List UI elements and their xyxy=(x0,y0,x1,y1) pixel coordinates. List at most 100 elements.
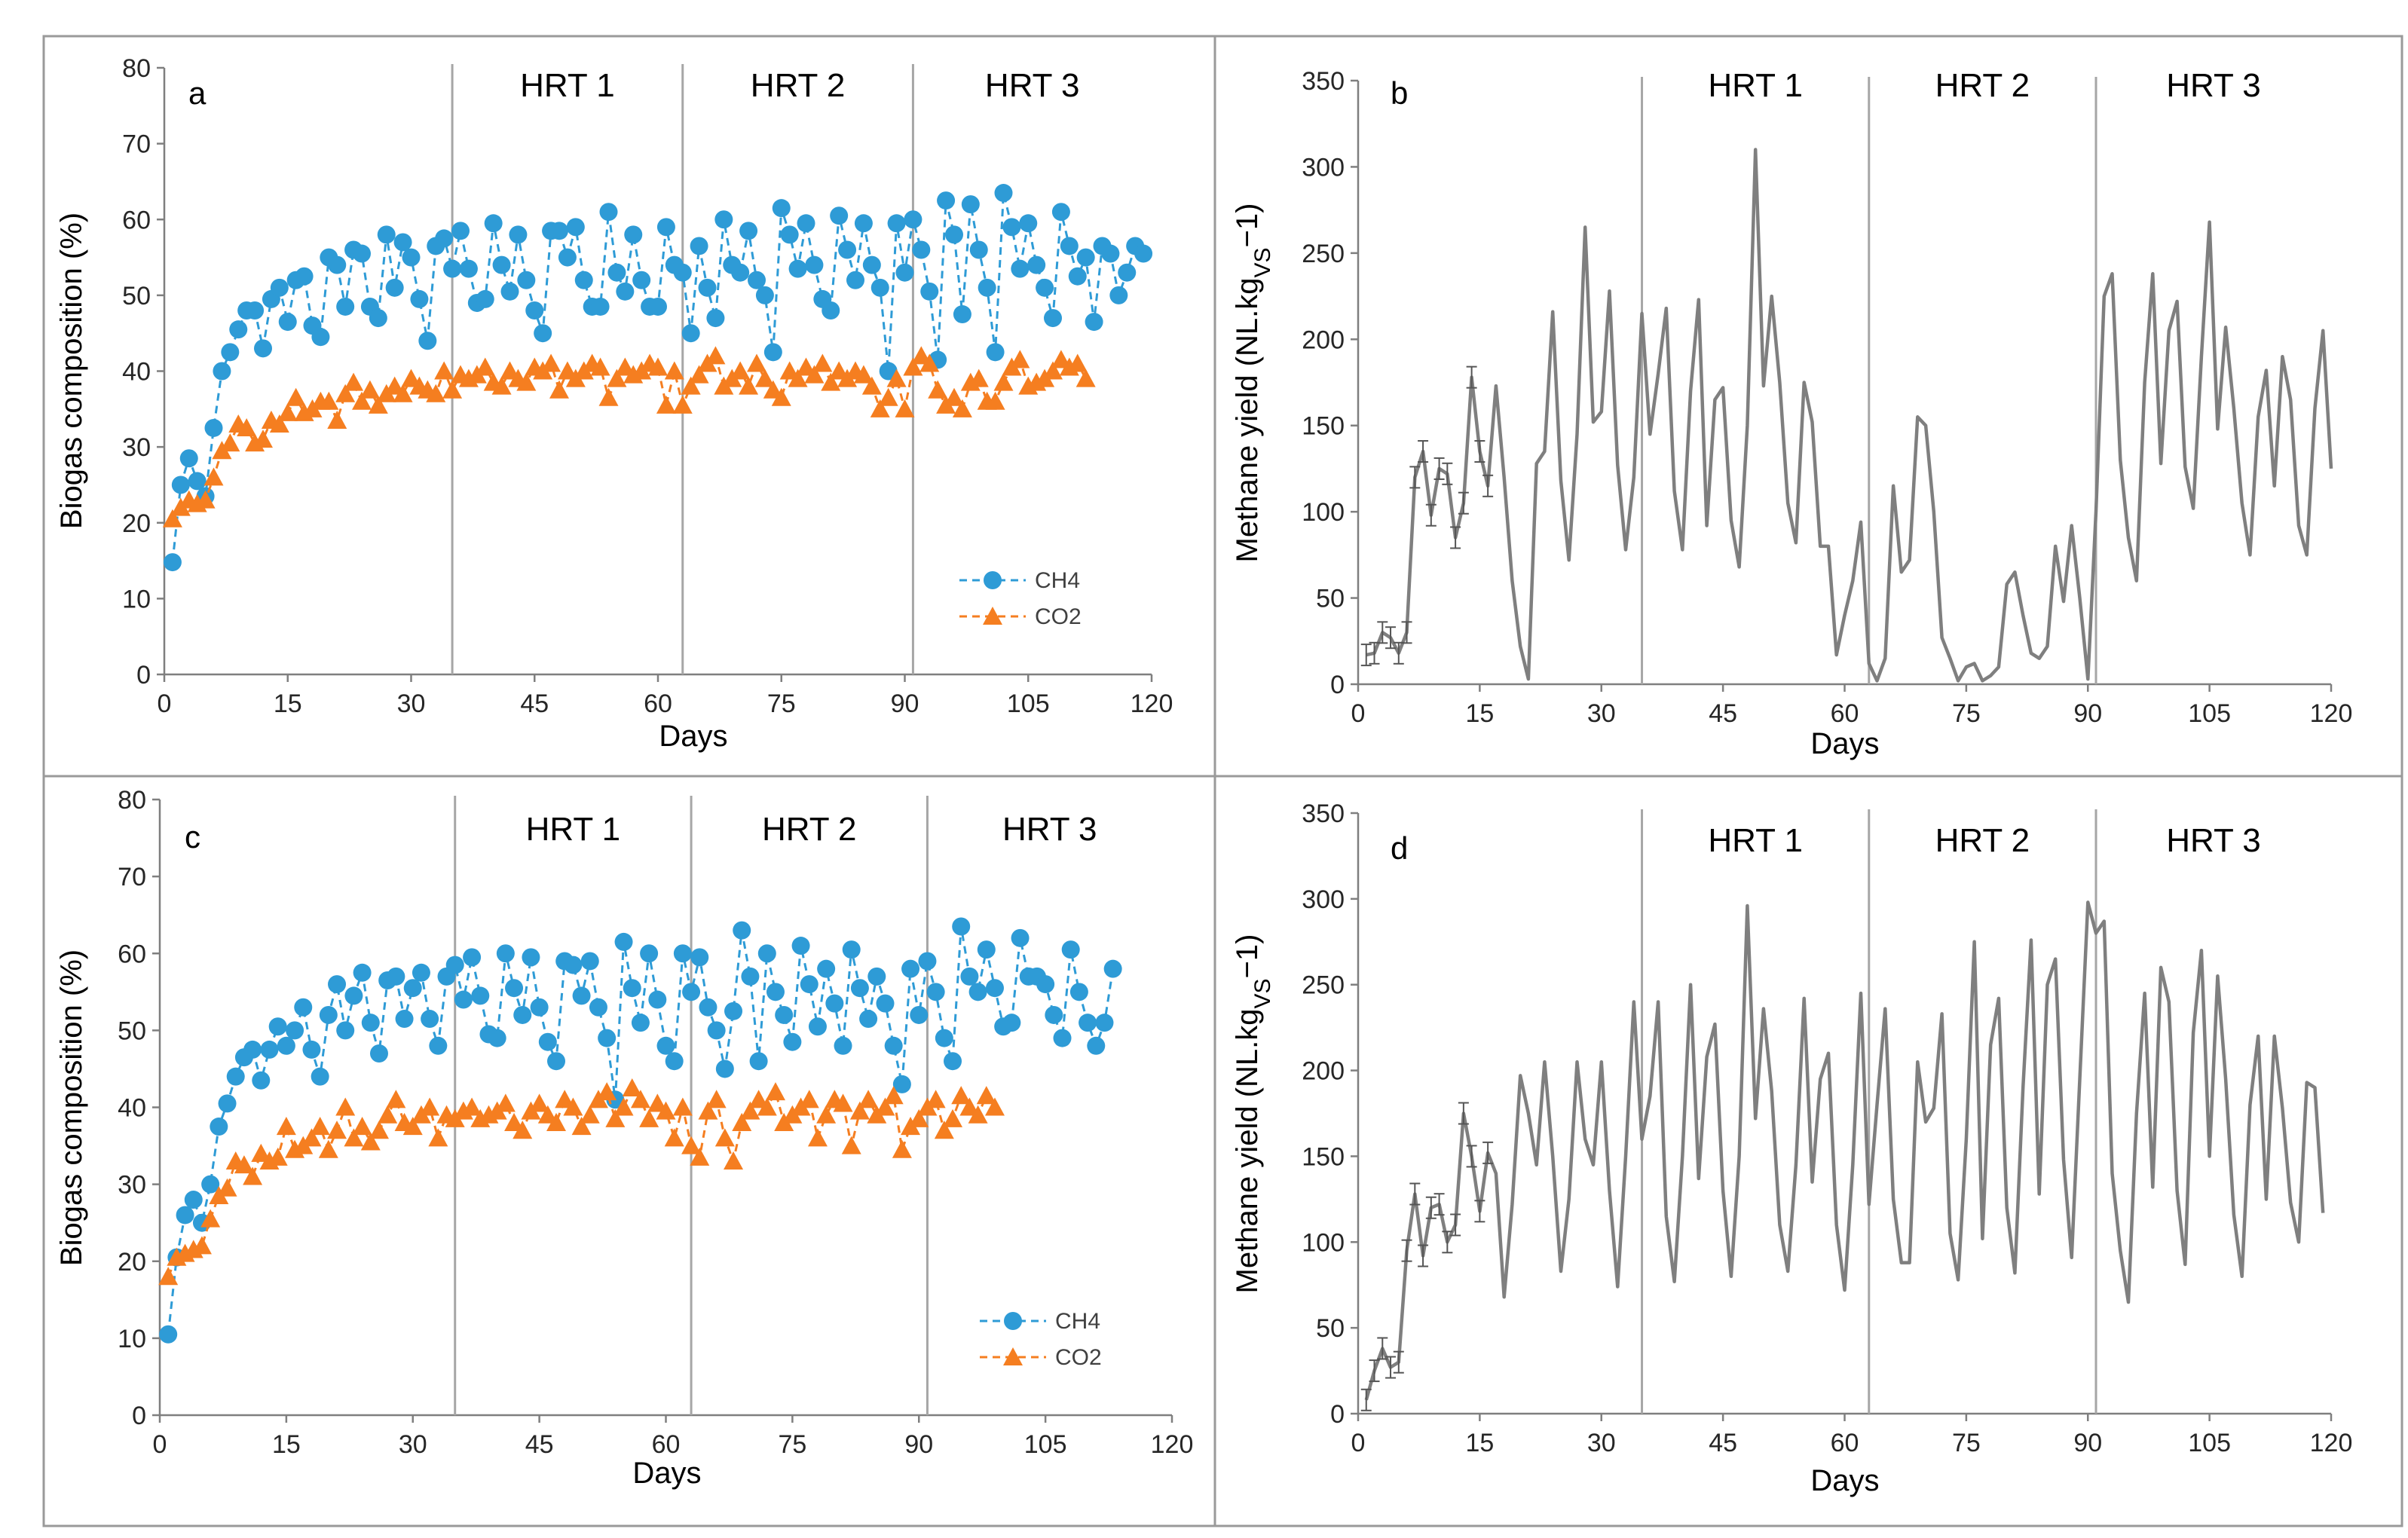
data-point-co2 xyxy=(335,1097,356,1116)
legend-marker xyxy=(1003,1347,1023,1366)
x-tick-label: 30 xyxy=(1587,699,1616,728)
data-point-co2 xyxy=(220,433,240,452)
legend-label: CH4 xyxy=(1035,568,1080,593)
y-tick-label: 50 xyxy=(1316,1314,1345,1343)
data-point-co2 xyxy=(237,417,257,437)
y-tick-label: 0 xyxy=(132,1402,146,1430)
data-point-ch4 xyxy=(748,271,766,289)
data-point-co2 xyxy=(203,467,224,486)
data-point-ch4 xyxy=(525,301,544,320)
x-tick-label: 60 xyxy=(644,690,672,718)
data-point-co2 xyxy=(714,1128,735,1147)
data-point-co2 xyxy=(739,376,759,395)
data-point-co2 xyxy=(420,1097,440,1116)
data-point-co2 xyxy=(605,1108,626,1127)
data-point-ch4 xyxy=(953,305,971,324)
data-point-ch4 xyxy=(901,959,920,978)
data-point-ch4 xyxy=(159,1325,178,1344)
data-point-ch4 xyxy=(226,1067,245,1086)
data-point-ch4 xyxy=(1069,983,1088,1001)
data-point-ch4 xyxy=(1019,214,1038,233)
data-point-co2 xyxy=(253,430,273,448)
data-point-co2 xyxy=(968,368,989,387)
data-point-ch4 xyxy=(445,956,464,974)
x-tick-label: 120 xyxy=(1131,690,1173,718)
data-point-ch4 xyxy=(616,282,635,301)
data-point-co2 xyxy=(681,376,701,395)
data-point-ch4 xyxy=(1103,959,1122,978)
data-point-ch4 xyxy=(295,267,314,286)
data-point-ch4 xyxy=(369,309,387,328)
data-point-ch4 xyxy=(328,255,347,274)
data-point-ch4 xyxy=(838,240,857,259)
data-point-ch4 xyxy=(854,214,873,233)
data-point-ch4 xyxy=(530,998,549,1017)
data-point-ch4 xyxy=(574,271,593,289)
x-tick-label: 60 xyxy=(1831,1429,1859,1457)
data-point-co2 xyxy=(251,1143,271,1162)
data-point-ch4 xyxy=(825,994,844,1013)
y-axis-title: Biogas composition (%) xyxy=(55,213,88,529)
data-point-ch4 xyxy=(682,983,701,1001)
data-point-co2 xyxy=(462,1097,482,1116)
y-axis-title: Methane yield (NL.kgVS−1) xyxy=(1231,934,1275,1294)
data-point-co2 xyxy=(853,365,874,384)
data-point-ch4 xyxy=(749,1052,768,1071)
y-tick-label: 20 xyxy=(118,1248,146,1277)
data-point-ch4 xyxy=(451,222,470,240)
hrt-label: HRT 2 xyxy=(1935,67,2030,104)
data-point-ch4 xyxy=(775,1005,794,1024)
data-point-ch4 xyxy=(879,362,898,381)
data-point-ch4 xyxy=(513,1005,532,1024)
data-point-ch4 xyxy=(534,324,552,343)
data-point-ch4 xyxy=(218,1094,237,1113)
x-tick-label: 15 xyxy=(272,1430,301,1459)
data-point-co2 xyxy=(513,1121,533,1139)
data-point-ch4 xyxy=(580,952,599,971)
data-point-ch4 xyxy=(429,1036,448,1055)
data-point-co2 xyxy=(698,1101,718,1120)
data-point-ch4 xyxy=(550,222,568,240)
y-tick-label: 40 xyxy=(118,1094,146,1123)
data-point-co2 xyxy=(944,387,964,406)
x-tick-label: 15 xyxy=(1465,699,1494,728)
data-point-co2 xyxy=(434,361,454,380)
data-point-co2 xyxy=(926,1090,946,1108)
data-point-ch4 xyxy=(418,332,437,350)
x-tick-label: 30 xyxy=(1587,1429,1616,1457)
data-point-ch4 xyxy=(715,1059,734,1078)
panel-label: b xyxy=(1391,75,1408,111)
data-point-ch4 xyxy=(410,289,429,308)
data-point-co2 xyxy=(613,1097,634,1116)
data-point-co2 xyxy=(426,384,446,402)
data-point-ch4 xyxy=(336,297,355,316)
data-point-ch4 xyxy=(673,944,692,963)
data-point-ch4 xyxy=(421,1010,439,1029)
y-tick-label: 100 xyxy=(1302,1228,1345,1257)
data-point-co2 xyxy=(892,1139,912,1158)
data-point-co2 xyxy=(928,380,948,399)
data-point-ch4 xyxy=(733,921,751,940)
data-point-ch4 xyxy=(780,225,799,244)
legend-label: CO2 xyxy=(1055,1345,1102,1370)
data-point-co2 xyxy=(1010,350,1030,368)
data-point-co2 xyxy=(402,1117,423,1136)
data-point-co2 xyxy=(816,1105,837,1124)
data-point-ch4 xyxy=(859,1010,878,1029)
y-tick-label: 0 xyxy=(1330,1400,1345,1429)
data-point-ch4 xyxy=(698,278,717,297)
y-tick-label: 200 xyxy=(1302,1057,1345,1086)
data-point-co2 xyxy=(200,1209,221,1228)
data-point-ch4 xyxy=(968,983,987,1001)
data-point-co2 xyxy=(807,1128,828,1147)
data-point-ch4 xyxy=(945,225,963,244)
y-tick-label: 70 xyxy=(118,863,146,891)
data-point-ch4 xyxy=(1002,1014,1021,1032)
data-point-co2 xyxy=(378,1105,398,1124)
panel-label: c xyxy=(185,819,200,855)
data-point-ch4 xyxy=(268,1017,287,1036)
data-point-ch4 xyxy=(387,967,405,986)
x-axis-title: Days xyxy=(1810,1464,1879,1497)
data-point-co2 xyxy=(706,1090,727,1108)
legend-label: CO2 xyxy=(1035,604,1082,629)
